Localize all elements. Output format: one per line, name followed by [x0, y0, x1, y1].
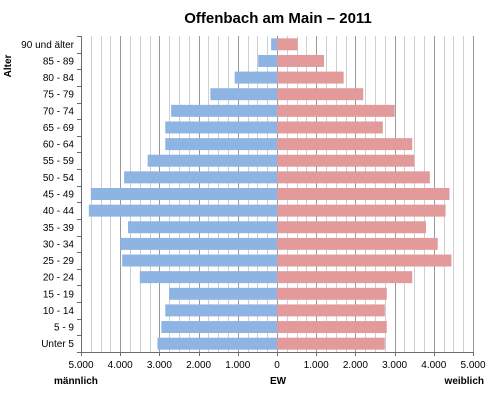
x-tick-label: 3.000	[147, 360, 172, 371]
bars	[88, 38, 452, 350]
y-tick-label: 10 - 14	[43, 306, 75, 317]
bar-female	[277, 204, 446, 217]
bar-female	[277, 104, 395, 117]
y-tick-labels: 90 und älter 85 - 89 80 - 84 75 - 79 70 - 74…	[21, 40, 74, 350]
y-tick-label: 75 - 79	[43, 90, 75, 101]
bar-male	[234, 71, 277, 84]
axes	[77, 36, 474, 356]
bar-female	[277, 88, 364, 101]
bar-male	[147, 154, 277, 167]
bar-female	[277, 121, 383, 134]
bar-female	[277, 287, 387, 300]
y-tick-label: 55 - 59	[43, 156, 75, 167]
x-tick-label: 5.000	[68, 360, 93, 371]
bar-male	[271, 38, 277, 51]
x-axis-title: EW	[270, 376, 287, 387]
bar-female	[277, 337, 385, 350]
bar-female	[277, 304, 385, 317]
bar-female	[277, 38, 298, 51]
chart-title: Offenbach am Main – 2011	[184, 10, 372, 27]
bar-male	[165, 121, 277, 134]
right-axis-label-female: weiblich	[444, 376, 484, 387]
bar-female	[277, 188, 450, 200]
bar-male	[169, 287, 277, 300]
x-tick-label: 3.000	[382, 360, 407, 371]
y-tick-label: 15 - 19	[43, 289, 75, 300]
x-tick-label: 2.000	[186, 360, 211, 371]
x-tick-label: 4.000	[421, 360, 446, 371]
y-tick-label: 25 - 29	[43, 256, 75, 267]
bar-male	[171, 104, 277, 117]
x-tick-label: 1.000	[225, 360, 250, 371]
x-tick-label: 2.000	[343, 360, 368, 371]
bar-female	[277, 271, 413, 284]
bar-female	[277, 237, 438, 250]
x-tick-labels: 5.000 4.000 3.000 2.000 1.000 0 1.000 2.000 3.00…	[68, 360, 485, 371]
bar-male	[124, 171, 278, 184]
y-tick-label: 30 - 34	[43, 239, 75, 250]
bar-female	[277, 71, 344, 84]
bar-male	[165, 304, 277, 317]
y-tick-label: 45 - 49	[43, 190, 75, 201]
x-tick-label: 0	[274, 360, 280, 371]
bar-male	[258, 54, 277, 67]
left-axis-label-male: männlich	[54, 376, 98, 387]
y-tick-label: 65 - 69	[43, 123, 75, 134]
bar-female	[277, 321, 387, 334]
y-tick-label: 5 - 9	[54, 323, 74, 334]
bar-male	[161, 321, 277, 334]
x-tick-label: 4.000	[108, 360, 133, 371]
y-tick-label: 85 - 89	[43, 56, 75, 67]
x-tick-label: 1.000	[304, 360, 329, 371]
bar-male	[139, 271, 277, 284]
bar-female	[277, 154, 415, 167]
y-tick-label: 60 - 64	[43, 140, 75, 151]
y-tick-label: 40 - 44	[43, 206, 75, 217]
bar-male	[165, 138, 277, 151]
bar-male	[128, 221, 277, 234]
bar-female	[277, 171, 430, 184]
y-tick-label: 50 - 54	[43, 173, 75, 184]
y-tick-label: 70 - 74	[43, 106, 75, 117]
y-tick-label: 35 - 39	[43, 223, 75, 234]
bar-male	[88, 204, 277, 217]
y-tick-label: Unter 5	[41, 339, 74, 350]
bar-male	[122, 254, 277, 267]
bar-male	[157, 337, 277, 350]
bar-male	[210, 88, 277, 101]
bar-female	[277, 254, 452, 267]
bar-female	[277, 138, 413, 151]
y-axis-title: Alter	[3, 55, 14, 78]
x-tick-label: 5.000	[460, 360, 485, 371]
bar-male	[90, 188, 277, 200]
bar-female	[277, 54, 325, 67]
y-tick-label: 80 - 84	[43, 73, 75, 84]
bar-male	[120, 237, 277, 250]
bar-female	[277, 221, 426, 234]
y-tick-label: 90 und älter	[21, 40, 74, 51]
y-tick-label: 20 - 24	[43, 273, 75, 284]
